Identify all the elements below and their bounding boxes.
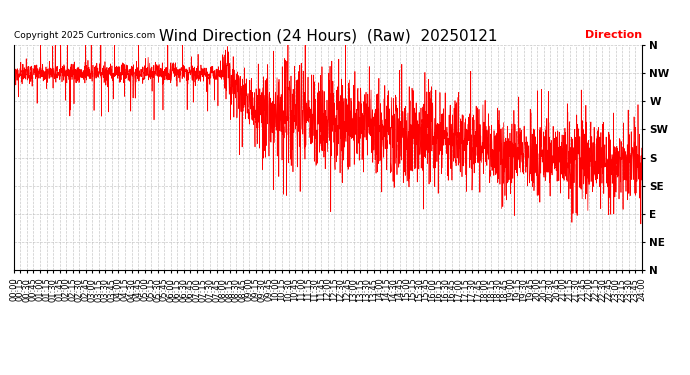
Text: Copyright 2025 Curtronics.com: Copyright 2025 Curtronics.com [14, 32, 155, 40]
Text: Direction: Direction [584, 30, 642, 40]
Title: Wind Direction (24 Hours)  (Raw)  20250121: Wind Direction (24 Hours) (Raw) 20250121 [159, 29, 497, 44]
